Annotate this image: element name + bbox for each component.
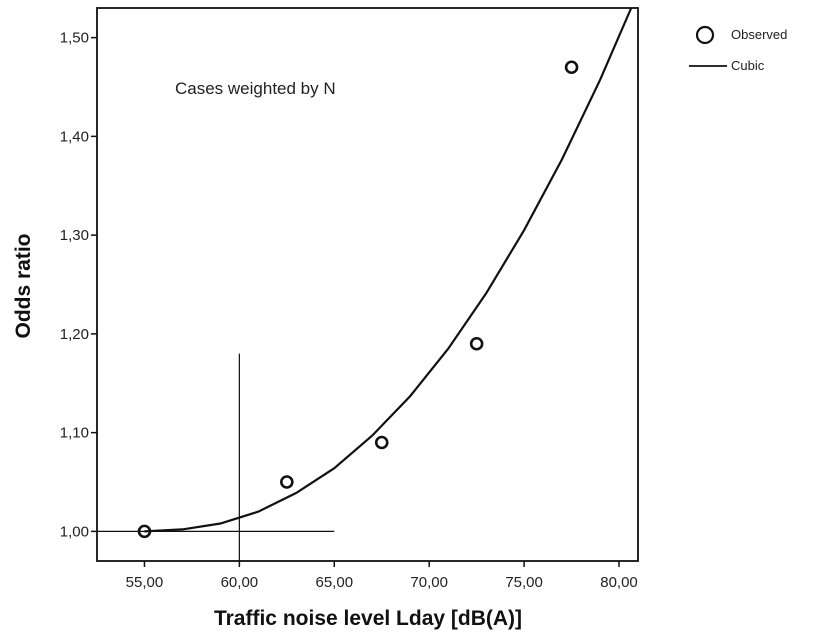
cases-weighted-annotation: Cases weighted by N: [175, 79, 336, 98]
cubic-fit-line: [144, 7, 633, 533]
y-tick-label: 1,30: [60, 227, 89, 244]
y-tick-label: 1,10: [60, 425, 89, 442]
observed-point: [564, 60, 579, 75]
observed-point: [280, 475, 294, 489]
x-tick-label: 75,00: [505, 574, 543, 591]
y-tick-label: 1,40: [60, 128, 89, 145]
y-axis-title: Odds ratio: [12, 233, 35, 338]
observed-point: [469, 336, 484, 351]
x-tick-label: 65,00: [316, 574, 354, 591]
y-tick-label: 1,50: [60, 30, 89, 47]
x-tick-label: 80,00: [600, 574, 638, 591]
legend-observed-marker: [695, 25, 715, 45]
legend: Observed Cubic: [689, 25, 787, 73]
x-axis-ticks: 55,00 60,00 65,00 70,00 75,00 80,00: [126, 561, 638, 591]
observed-point: [137, 524, 152, 539]
x-tick-label: 60,00: [221, 574, 259, 591]
y-tick-label: 1,00: [60, 523, 89, 540]
x-tick-label: 55,00: [126, 574, 164, 591]
cubic-curve-layer: [144, 7, 633, 533]
observed-points-layer: [137, 60, 579, 539]
y-tick-label: 1,20: [60, 326, 89, 343]
legend-cubic-label: Cubic: [731, 58, 765, 73]
legend-observed-label: Observed: [731, 27, 787, 42]
plot-frame: [96, 7, 639, 562]
x-axis-title: Traffic noise level Lday [dB(A)]: [214, 607, 522, 630]
y-axis-ticks: 1,00 1,10 1,20 1,30 1,40 1,50: [60, 30, 97, 540]
observed-point: [374, 435, 389, 450]
reference-lines: [97, 353, 335, 561]
x-tick-label: 70,00: [410, 574, 448, 591]
